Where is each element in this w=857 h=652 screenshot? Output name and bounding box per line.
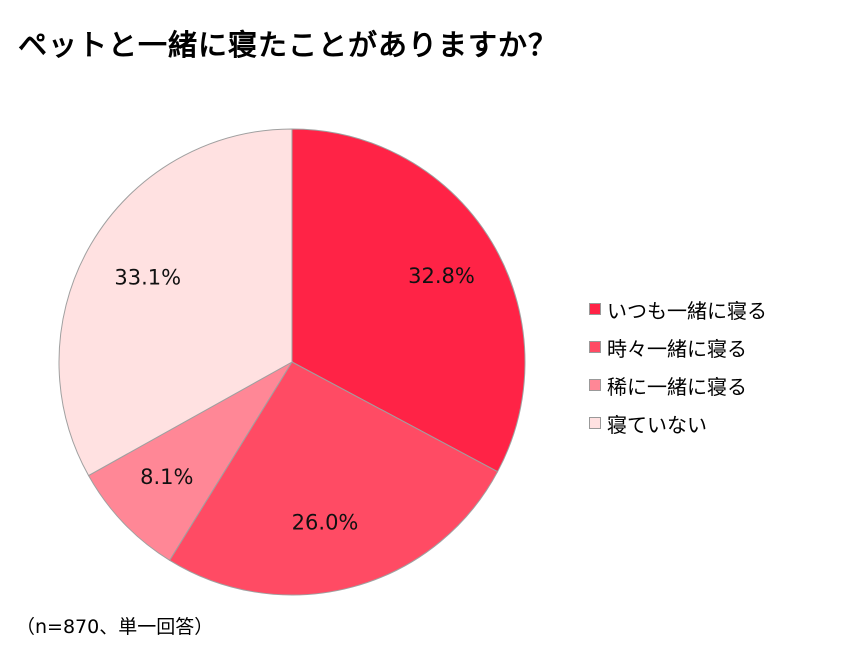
legend-label: いつも一緒に寝る <box>607 298 767 323</box>
sample-note: （n=870、単一回答） <box>16 616 214 638</box>
pie-slices <box>58 128 526 596</box>
legend-item: いつも一緒に寝る <box>589 290 767 328</box>
legend-item: 寝ていない <box>589 404 767 442</box>
slice-value-label: 33.1% <box>114 265 181 289</box>
legend-swatch <box>589 341 601 353</box>
legend-item: 時々一緒に寝る <box>589 328 767 366</box>
chart-title: ペットと一緒に寝たことがありますか？ <box>18 28 559 62</box>
legend-swatch <box>589 303 601 315</box>
legend-label: 寝ていない <box>607 412 707 437</box>
pie-slice <box>291 128 526 473</box>
pie-labels: 32.8% 26.0% 8.1% 33.1% <box>114 264 474 534</box>
pie-slice <box>168 361 499 596</box>
legend-swatch <box>589 379 601 391</box>
pie-slice <box>58 128 293 477</box>
slice-value-label: 26.0% <box>292 510 359 534</box>
slice-value-label: 8.1% <box>140 465 193 489</box>
legend-item: 稀に一緒に寝る <box>589 366 767 404</box>
legend-label: 稀に一緒に寝る <box>607 374 747 399</box>
pie-slice <box>87 360 294 561</box>
legend-swatch <box>589 417 601 429</box>
slice-value-label: 32.8% <box>408 264 475 288</box>
legend: いつも一緒に寝る 時々一緒に寝る 稀に一緒に寝る 寝ていない <box>589 290 767 442</box>
legend-label: 時々一緒に寝る <box>607 336 747 361</box>
